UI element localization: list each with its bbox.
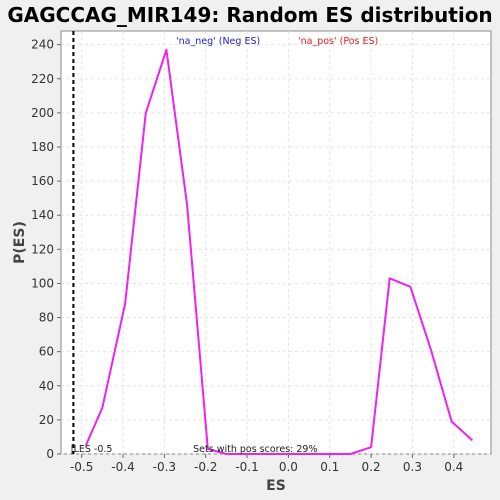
plot-area xyxy=(60,30,492,455)
legend-entry-pos: 'na_pos' (Pos ES) xyxy=(298,36,378,47)
x-tick-label: 0.4 xyxy=(444,460,463,474)
x-tick-label: -0.4 xyxy=(111,460,134,474)
y-tick-label: 120 xyxy=(31,242,54,256)
x-tick-label: -0.5 xyxy=(70,460,93,474)
x-tick-label: -0.3 xyxy=(153,460,176,474)
x-tick-label: 0.1 xyxy=(320,460,339,474)
y-tick-label: 20 xyxy=(39,413,54,427)
y-axis-label: P(ES) xyxy=(12,221,28,264)
x-axis-ticks: -0.5 -0.4 -0.3 -0.2 -0.1 0.0 0.1 0.2 0.3 0.4 xyxy=(70,454,463,474)
y-tick-label: 160 xyxy=(31,174,54,188)
legend-entry-neg: 'na_neg' (Neg ES) xyxy=(176,36,260,47)
y-tick-label: 100 xyxy=(31,276,54,290)
series-layer xyxy=(84,48,474,455)
y-tick-label: 0 xyxy=(46,447,54,461)
y-axis-ticks: 0 20 40 60 80 100 120 140 160 180 200 220 240 xyxy=(31,38,61,461)
x-tick-label: -0.1 xyxy=(235,460,258,474)
y-tick-label: 60 xyxy=(39,345,54,359)
x-tick-label: 0.2 xyxy=(362,460,381,474)
chart-title: GAGCCAG_MIR149: Random ES distribution xyxy=(7,3,492,27)
y-tick-label: 240 xyxy=(31,38,54,52)
series-line xyxy=(84,48,474,455)
x-tick-label: 0.0 xyxy=(279,460,298,474)
y-tick-label: 200 xyxy=(31,106,54,120)
y-tick-label: 180 xyxy=(31,140,54,154)
grid xyxy=(61,31,491,455)
y-tick-label: 220 xyxy=(31,72,54,86)
es-marker-label: |LES -0.5 xyxy=(70,444,112,455)
sets-pos-score-text: Sets with pos scores: 29% xyxy=(193,444,317,455)
x-axis-label: ES xyxy=(266,478,286,494)
y-tick-label: 140 xyxy=(31,208,54,222)
x-tick-label: 0.3 xyxy=(403,460,422,474)
y-tick-label: 80 xyxy=(39,311,54,325)
x-tick-label: -0.2 xyxy=(194,460,217,474)
y-tick-label: 40 xyxy=(39,379,54,393)
